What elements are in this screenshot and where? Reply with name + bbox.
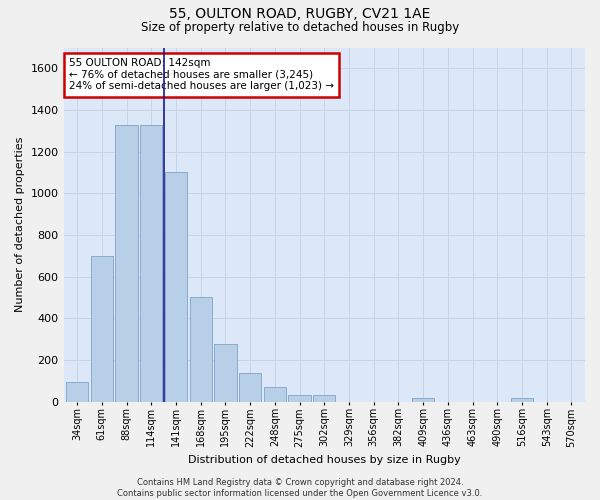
Bar <box>264 387 286 402</box>
Bar <box>412 398 434 402</box>
Text: Size of property relative to detached houses in Rugby: Size of property relative to detached ho… <box>141 21 459 34</box>
Bar <box>511 398 533 402</box>
Bar <box>190 298 212 402</box>
Bar <box>313 395 335 402</box>
Bar <box>214 344 236 402</box>
Bar <box>289 395 311 402</box>
Text: 55 OULTON ROAD: 142sqm
← 76% of detached houses are smaller (3,245)
24% of semi-: 55 OULTON ROAD: 142sqm ← 76% of detached… <box>69 58 334 92</box>
X-axis label: Distribution of detached houses by size in Rugby: Distribution of detached houses by size … <box>188 455 461 465</box>
Bar <box>91 256 113 402</box>
Bar <box>239 374 261 402</box>
Bar <box>115 124 137 402</box>
Bar <box>66 382 88 402</box>
Bar <box>165 172 187 402</box>
Y-axis label: Number of detached properties: Number of detached properties <box>15 137 25 312</box>
Text: Contains HM Land Registry data © Crown copyright and database right 2024.
Contai: Contains HM Land Registry data © Crown c… <box>118 478 482 498</box>
Bar <box>140 124 163 402</box>
Text: 55, OULTON ROAD, RUGBY, CV21 1AE: 55, OULTON ROAD, RUGBY, CV21 1AE <box>169 8 431 22</box>
